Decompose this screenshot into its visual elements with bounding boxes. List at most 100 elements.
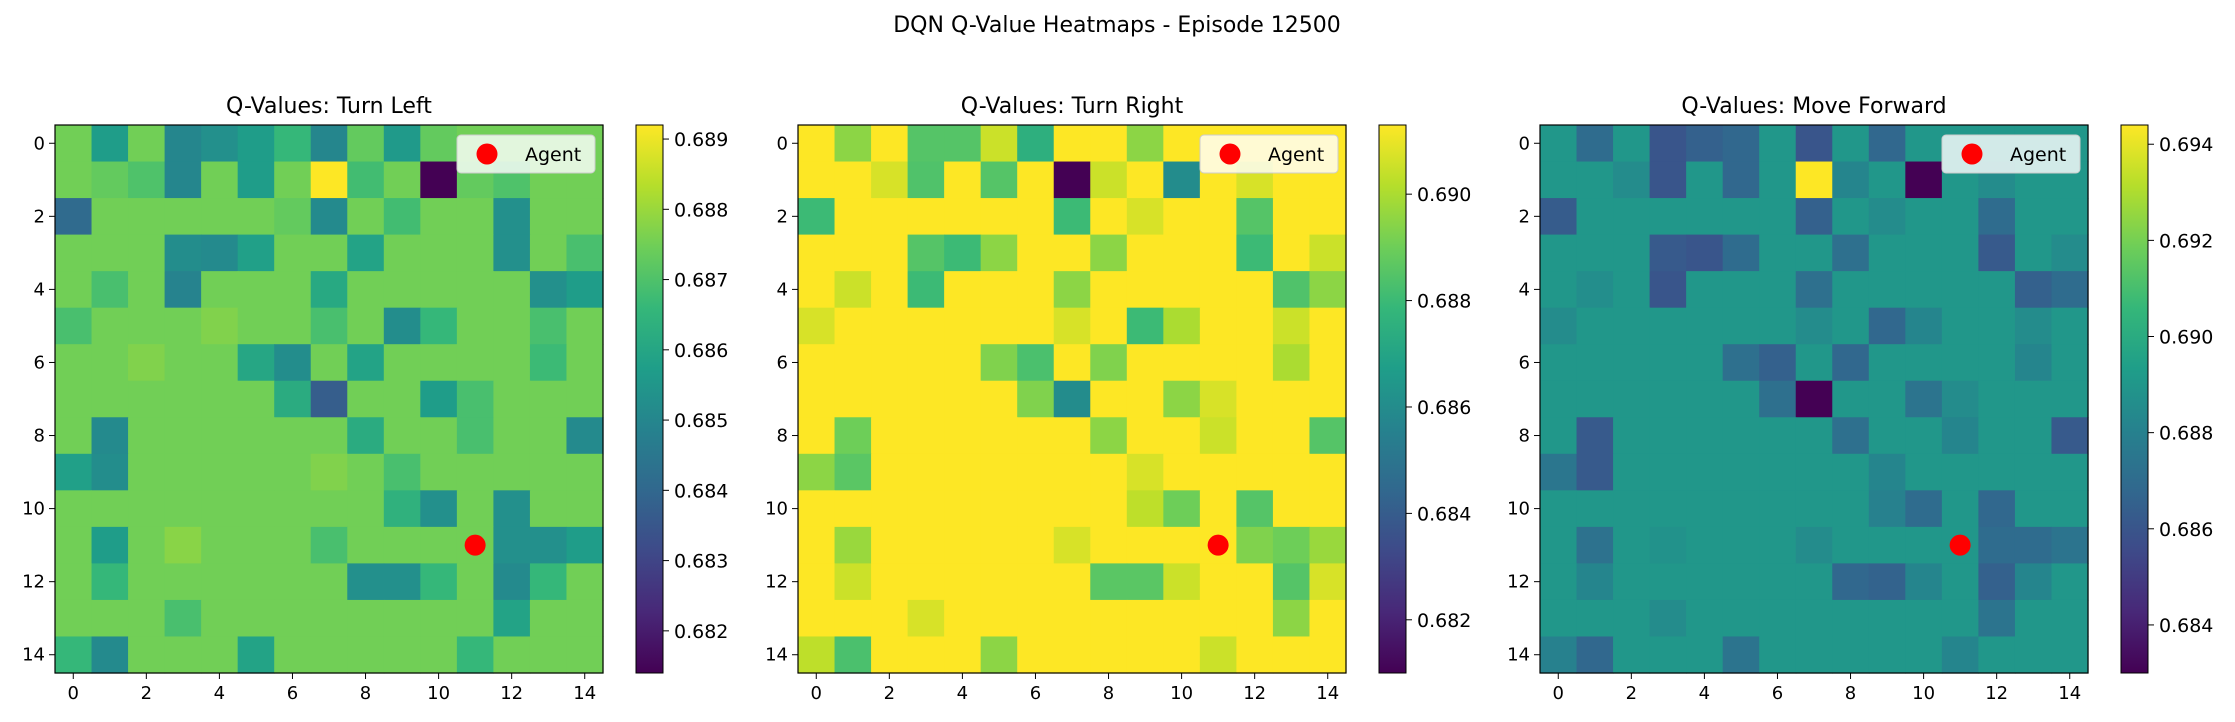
heatmap-cell xyxy=(1941,380,1979,418)
heatmap-cell xyxy=(1309,307,1347,345)
heatmap-cell xyxy=(91,417,129,455)
heatmap-cell xyxy=(310,526,348,564)
x-tick-label: 12 xyxy=(1243,683,1266,704)
heatmap-cell xyxy=(1759,344,1797,382)
heatmap-cell xyxy=(128,453,166,491)
heatmap-cell xyxy=(1868,234,1906,272)
heatmap-cell xyxy=(1053,344,1091,382)
heatmap-cell xyxy=(907,271,945,309)
heatmap-cell xyxy=(1309,271,1347,309)
heatmap-cell xyxy=(907,599,945,638)
heatmap-cell xyxy=(493,234,531,272)
heatmap-cell xyxy=(310,636,348,674)
colorbar-tick-label: 0.684 xyxy=(1417,503,1471,525)
heatmap-cell xyxy=(1759,417,1797,455)
heatmap-cell xyxy=(1868,198,1906,236)
heatmap-cell xyxy=(1795,161,1833,199)
heatmap-cell xyxy=(529,490,568,528)
heatmap-cell xyxy=(798,490,836,528)
heatmap-cell xyxy=(871,453,909,491)
heatmap-cell xyxy=(310,490,348,528)
heatmap-cell xyxy=(2051,307,2089,345)
heatmap-cell xyxy=(1686,198,1724,236)
heatmap-cell xyxy=(529,380,568,418)
heatmap-cell xyxy=(1722,307,1760,345)
heatmap-cell xyxy=(2051,453,2089,491)
heatmap-cell xyxy=(566,636,604,674)
heatmap-cell xyxy=(493,636,531,674)
heatmap-cell xyxy=(237,234,275,272)
heatmap-cell xyxy=(834,417,872,455)
x-tick-label: 8 xyxy=(1103,683,1114,704)
heatmap-cell xyxy=(420,344,458,382)
heatmap-cell xyxy=(456,307,494,345)
heatmap-cell xyxy=(1053,198,1091,236)
colorbar-tick-label: 0.688 xyxy=(674,199,728,221)
heatmap-cell xyxy=(566,417,604,455)
heatmap-cell xyxy=(164,453,202,491)
heatmap-cell xyxy=(1053,417,1091,455)
heatmap-cell xyxy=(1053,453,1091,491)
heatmap-cell xyxy=(1163,234,1201,272)
heatmap-cell xyxy=(201,198,239,236)
heatmap-cell xyxy=(907,490,945,528)
heatmap-cell xyxy=(798,599,836,638)
heatmap-cell xyxy=(1053,380,1091,418)
heatmap-cell xyxy=(164,599,202,638)
heatmap-cell xyxy=(274,380,312,418)
heatmap-cell xyxy=(1905,636,1943,674)
heatmap-cell xyxy=(798,563,836,601)
heatmap-cell xyxy=(91,271,129,309)
heatmap-cell xyxy=(2014,234,2053,272)
heatmap-cell xyxy=(1090,417,1128,455)
heatmap-cell xyxy=(529,636,568,674)
colorbar: 0.682 0.684 0.686 0.688 0.690 xyxy=(1378,124,1471,674)
heatmap-cell xyxy=(1309,234,1347,272)
y-tick-label: 6 xyxy=(1519,352,1530,373)
heatmap-cell xyxy=(1163,599,1201,638)
heatmap-cell xyxy=(871,271,909,309)
heatmap-cell xyxy=(1540,453,1578,491)
heatmap-cell xyxy=(237,417,275,455)
heatmap-cell xyxy=(1759,380,1797,418)
heatmap-cell xyxy=(1272,599,1311,638)
heatmap-cell xyxy=(55,271,93,309)
heatmap-cell xyxy=(1199,490,1237,528)
heatmap-cell xyxy=(201,599,239,638)
heatmap-cell xyxy=(164,161,202,199)
heatmap-cell xyxy=(1759,599,1797,638)
heatmap-cell xyxy=(1649,125,1687,163)
heatmap-cell xyxy=(347,636,385,674)
heatmap-cell xyxy=(347,198,385,236)
colorbar-tick-label: 0.686 xyxy=(674,340,728,362)
heatmap-cell xyxy=(1236,344,1274,382)
heatmap-cell xyxy=(1613,161,1651,199)
heatmap-cell xyxy=(493,599,531,638)
heatmap-cell xyxy=(1126,344,1164,382)
heatmap-cell xyxy=(944,563,982,601)
heatmap-cell xyxy=(1649,234,1687,272)
heatmap-cell xyxy=(1686,563,1724,601)
plot-frame xyxy=(1539,124,2089,674)
heatmap-cell xyxy=(1941,271,1979,309)
heatmap-cell xyxy=(871,526,909,564)
colorbar-gradient xyxy=(635,124,664,674)
heatmap-cell xyxy=(907,526,945,564)
heatmap-cell xyxy=(1540,636,1578,674)
heatmap-cell xyxy=(907,417,945,455)
y-tick-label: 14 xyxy=(22,645,45,666)
heatmap-cell xyxy=(944,234,982,272)
heatmap-cell xyxy=(529,599,568,638)
heatmap-cell xyxy=(1868,271,1906,309)
heatmap-cell xyxy=(91,636,129,674)
heatmap-cell xyxy=(420,599,458,638)
heatmap-cell xyxy=(1540,271,1578,309)
heatmap-cell xyxy=(164,380,202,418)
heatmap-cell xyxy=(1905,234,1943,272)
heatmap-cell xyxy=(566,344,604,382)
heatmap-cell xyxy=(1540,563,1578,601)
y-tick-label: 8 xyxy=(777,426,788,447)
heatmap-cell xyxy=(1978,563,2016,601)
heatmap-cell xyxy=(2014,307,2053,345)
